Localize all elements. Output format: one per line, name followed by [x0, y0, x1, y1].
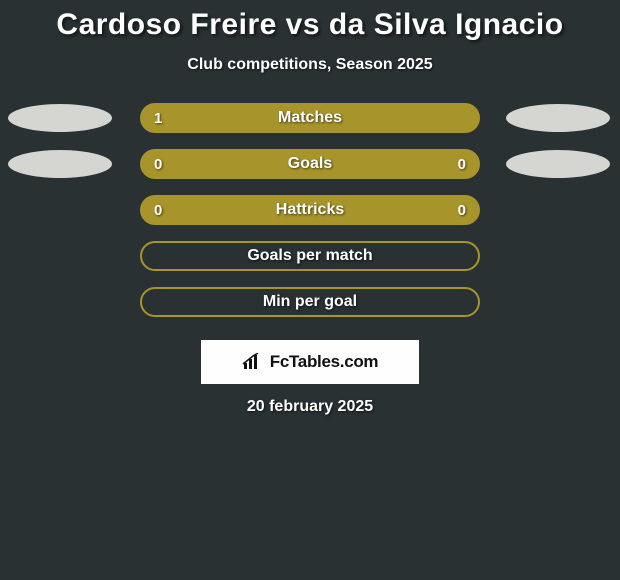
stat-right-value: 0: [458, 156, 466, 173]
stat-right-value: 0: [458, 202, 466, 219]
left-ellipse: [8, 150, 112, 178]
stat-label: Goals per match: [247, 247, 372, 265]
comparison-infographic: Cardoso Freire vs da Silva Ignacio Club …: [0, 0, 620, 416]
left-ellipse: [8, 104, 112, 132]
bar-chart-icon: [242, 353, 264, 371]
right-ellipse: [506, 104, 610, 132]
stat-label: Hattricks: [276, 201, 344, 219]
stat-label: Goals: [288, 155, 332, 173]
stat-row: 0 Goals 0: [0, 148, 620, 180]
right-ellipse: [506, 150, 610, 178]
stat-left-value: 0: [154, 156, 162, 173]
stat-label: Matches: [278, 109, 342, 127]
stat-bar: Min per goal: [140, 287, 480, 317]
stat-bar: 1 Matches: [140, 103, 480, 133]
page-title: Cardoso Freire vs da Silva Ignacio: [56, 8, 563, 42]
stat-bar: 0 Hattricks 0: [140, 195, 480, 225]
date-text: 20 february 2025: [247, 398, 373, 416]
logo-text: FcTables.com: [270, 352, 379, 372]
stat-rows: 1 Matches 0 Goals 0 0 Hattricks 0 Goals per matc…: [0, 102, 620, 332]
stat-left-value: 0: [154, 202, 162, 219]
stat-row: 0 Hattricks 0: [0, 194, 620, 226]
stat-left-value: 1: [154, 110, 162, 127]
page-subtitle: Club competitions, Season 2025: [187, 56, 432, 74]
stat-bar: Goals per match: [140, 241, 480, 271]
stat-bar: 0 Goals 0: [140, 149, 480, 179]
logo: FcTables.com: [201, 340, 419, 384]
stat-row: Goals per match: [0, 240, 620, 272]
stat-row: 1 Matches: [0, 102, 620, 134]
stat-row: Min per goal: [0, 286, 620, 318]
stat-label: Min per goal: [263, 293, 357, 311]
